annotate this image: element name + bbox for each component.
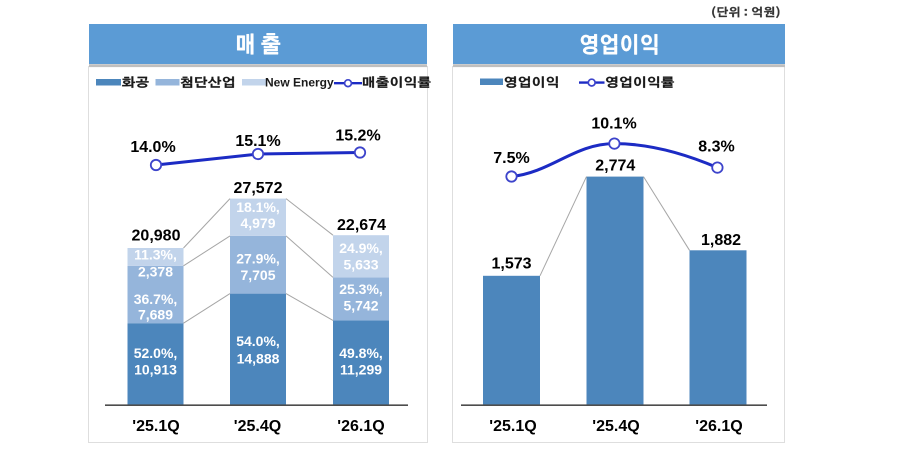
- svg-text:25.3%,: 25.3%,: [339, 281, 383, 297]
- svg-text:18.1%,: 18.1%,: [236, 199, 280, 215]
- svg-text:24.9%,: 24.9%,: [339, 240, 383, 256]
- svg-text:'25.1Q: '25.1Q: [132, 418, 179, 435]
- svg-text:15.2%: 15.2%: [335, 128, 380, 145]
- svg-text:20,980: 20,980: [132, 228, 181, 245]
- svg-text:5,633: 5,633: [343, 256, 378, 272]
- svg-text:1,882: 1,882: [701, 232, 741, 249]
- svg-text:14.0%: 14.0%: [130, 139, 175, 156]
- svg-text:7,689: 7,689: [138, 307, 173, 323]
- svg-text:'25.4Q: '25.4Q: [592, 418, 639, 435]
- svg-text:14,888: 14,888: [237, 351, 280, 367]
- svg-text:15.1%: 15.1%: [235, 133, 280, 150]
- svg-text:'25.4Q: '25.4Q: [234, 418, 281, 435]
- svg-text:27.9%,: 27.9%,: [236, 250, 280, 266]
- svg-text:'26.1Q: '26.1Q: [695, 418, 742, 435]
- svg-text:8.3%: 8.3%: [698, 139, 734, 156]
- svg-text:'26.1Q: '26.1Q: [337, 418, 384, 435]
- svg-text:52.0%,: 52.0%,: [134, 345, 178, 361]
- svg-text:10.1%: 10.1%: [591, 116, 636, 133]
- svg-text:1,573: 1,573: [491, 256, 531, 273]
- svg-text:New Energy: New Energy: [265, 76, 334, 90]
- svg-text:11,299: 11,299: [340, 361, 382, 377]
- svg-text:54.0%,: 54.0%,: [236, 333, 280, 349]
- svg-text:4,979: 4,979: [240, 215, 275, 231]
- svg-text:49.8%,: 49.8%,: [339, 345, 383, 361]
- svg-text:10,913: 10,913: [134, 361, 177, 377]
- svg-text:36.7%,: 36.7%,: [134, 291, 178, 307]
- svg-text:27,572: 27,572: [234, 180, 283, 197]
- svg-text:2,774: 2,774: [595, 158, 635, 175]
- svg-text:22,674: 22,674: [337, 217, 386, 234]
- svg-text:7.5%: 7.5%: [493, 150, 529, 167]
- svg-text:5,742: 5,742: [343, 297, 378, 313]
- svg-text:'25.1Q: '25.1Q: [489, 418, 536, 435]
- svg-text:2,378: 2,378: [138, 264, 173, 280]
- svg-text:11.3%,: 11.3%,: [134, 247, 177, 263]
- svg-text:7,705: 7,705: [240, 267, 275, 283]
